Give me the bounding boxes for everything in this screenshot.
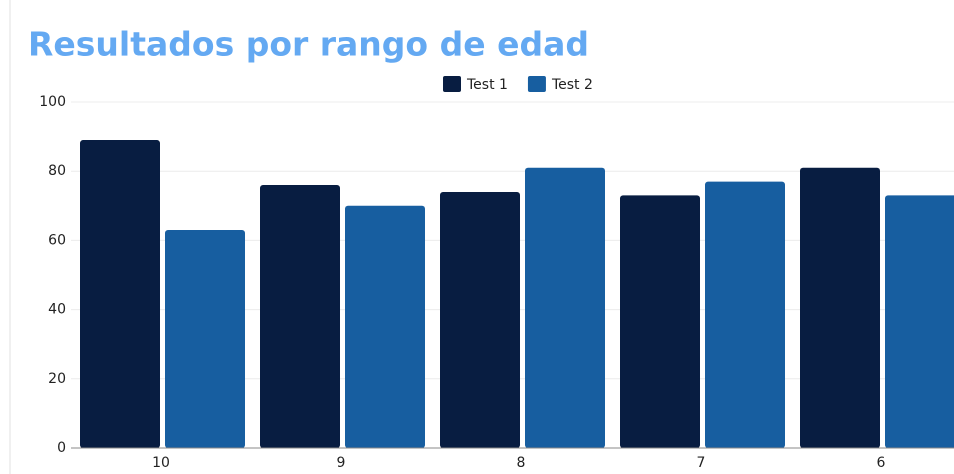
bar xyxy=(165,230,245,448)
bar xyxy=(440,191,520,448)
bar xyxy=(800,167,880,449)
chart-title: Resultados por rango de edad xyxy=(28,25,589,64)
x-tick-label: 10 xyxy=(152,455,170,471)
bar xyxy=(885,195,954,448)
x-tick-label: 8 xyxy=(517,455,526,471)
bar xyxy=(80,140,160,448)
legend-label: Test 1 xyxy=(466,77,508,93)
y-tick-label: 100 xyxy=(39,94,66,110)
legend-swatch xyxy=(527,76,546,92)
x-tick-label: 6 xyxy=(877,455,886,471)
y-tick-label: 20 xyxy=(48,371,66,387)
bar xyxy=(705,181,785,448)
bar xyxy=(525,167,605,449)
legend-swatch xyxy=(443,76,461,92)
x-tick-label: 9 xyxy=(337,455,346,471)
bar xyxy=(620,195,700,448)
bar xyxy=(345,205,425,448)
y-tick-label: 0 xyxy=(57,440,66,456)
y-tick-label: 40 xyxy=(48,302,66,318)
y-tick-label: 60 xyxy=(48,232,66,248)
bar xyxy=(260,185,340,449)
y-tick-label: 80 xyxy=(48,163,66,179)
legend-label: Test 2 xyxy=(551,77,593,93)
x-tick-label: 7 xyxy=(697,455,706,471)
